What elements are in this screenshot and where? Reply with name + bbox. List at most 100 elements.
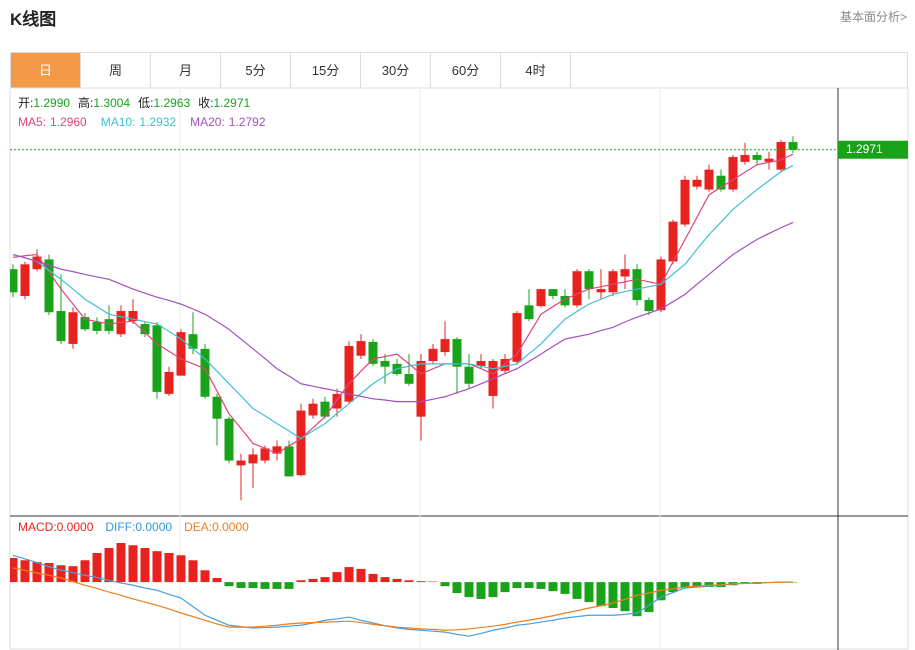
macd-legend: MACD:0.0000 DIFF:0.0000 DEA:0.0000 [18, 520, 249, 534]
candle-body [584, 271, 594, 290]
candle-body [404, 374, 414, 384]
macd-bar [116, 543, 126, 583]
price-tag-label: 1.2971 [846, 142, 883, 156]
candle-body [140, 324, 150, 335]
candle-body [260, 448, 270, 461]
macd-bar [656, 582, 666, 601]
macd-bar [668, 582, 678, 593]
macd-bar [452, 582, 462, 593]
price-tag [838, 140, 908, 159]
macd-bar [200, 570, 210, 583]
ma-legend: MA5: 1.2960 MA10: 1.2932 MA20: 1.2792 [18, 115, 266, 129]
candle-body [764, 158, 774, 162]
candle-body [440, 339, 450, 353]
fundamental-link[interactable]: 基本面分析> [839, 10, 907, 24]
candle-body [344, 345, 354, 402]
candle-body [728, 157, 738, 190]
period-tab[interactable]: 30分 [361, 53, 431, 88]
macd-bar [260, 582, 270, 589]
legend-value: 1.2960 [50, 115, 87, 129]
macd-bar [584, 582, 594, 603]
macd-bar [224, 582, 234, 587]
candle-body [308, 403, 318, 416]
candle-body [332, 393, 342, 409]
macd-bar [560, 582, 570, 594]
candle-body [356, 341, 366, 356]
candle-body [476, 361, 486, 366]
period-tab[interactable]: 月 [151, 53, 221, 88]
candle-body [752, 155, 762, 160]
macd-bar [344, 567, 354, 583]
candle-body [452, 339, 462, 367]
macd-bar [368, 573, 378, 583]
legend-name: MA20: [190, 115, 225, 129]
candle-body [428, 348, 438, 362]
legend-name: DEA: [184, 520, 212, 534]
legend-value: 1.2792 [229, 115, 266, 129]
period-tab[interactable]: 4时 [501, 53, 571, 88]
candle-body [368, 341, 378, 364]
ma-line [12, 165, 794, 440]
info-label: 收: [198, 96, 213, 110]
period-tab[interactable]: 15分 [291, 53, 361, 88]
candle-body [164, 371, 174, 394]
candle-body [464, 366, 474, 384]
candle-body [68, 312, 78, 344]
candle-body [92, 322, 102, 331]
ma-line [12, 153, 794, 455]
period-tab[interactable]: 60分 [431, 53, 501, 88]
period-tab[interactable]: 5分 [221, 53, 291, 88]
candle-body [296, 410, 306, 476]
candle-body [224, 418, 234, 461]
candle-body [692, 179, 702, 187]
macd-bar [212, 578, 222, 583]
info-value: 1.3004 [93, 96, 130, 110]
candle-body [188, 334, 198, 349]
legend-value: 0.0000 [57, 520, 94, 534]
macd-bar [128, 545, 138, 583]
candle-body [200, 348, 210, 397]
macd-bar [404, 580, 414, 583]
legend-value: 1.2932 [139, 115, 176, 129]
macd-bar [104, 548, 114, 583]
macd-bar [476, 582, 486, 599]
macd-bar [284, 582, 294, 589]
info-value: 1.2990 [33, 96, 70, 110]
candle-body [776, 142, 786, 170]
candle-body [680, 179, 690, 225]
candle-body [10, 269, 18, 293]
candle-body [248, 454, 258, 464]
chart-frame [9, 87, 909, 650]
macd-bar [464, 582, 474, 598]
candle-body [104, 319, 114, 331]
macd-bar [44, 563, 54, 583]
macd-bar [68, 566, 78, 583]
macd-bar [320, 577, 330, 583]
macd-bar [308, 578, 318, 583]
candle-body [380, 361, 390, 367]
macd-bar [500, 582, 510, 593]
macd-bar [632, 582, 642, 617]
macd-bar [512, 582, 522, 588]
candle-body [416, 361, 426, 417]
page-title: K线图 [10, 10, 57, 29]
macd-bar [236, 582, 246, 588]
candle-body [56, 311, 66, 342]
macd-bar [20, 560, 30, 583]
legend-name: MA5: [18, 115, 46, 129]
candle-body [716, 175, 726, 190]
info-label: 低: [138, 96, 153, 110]
macd-bar [56, 565, 66, 583]
macd-bar [644, 582, 654, 613]
candle-body [788, 142, 798, 150]
macd-bar [704, 582, 714, 588]
candle-body [548, 289, 558, 296]
candle-body [80, 317, 90, 330]
period-tab[interactable]: 日 [11, 53, 81, 88]
macd-bar [548, 582, 558, 592]
candle-body [572, 271, 582, 306]
info-value: 1.2971 [213, 96, 250, 110]
legend-name: MACD: [18, 520, 57, 534]
candle-body [212, 396, 222, 419]
period-tab[interactable]: 周 [81, 53, 151, 88]
